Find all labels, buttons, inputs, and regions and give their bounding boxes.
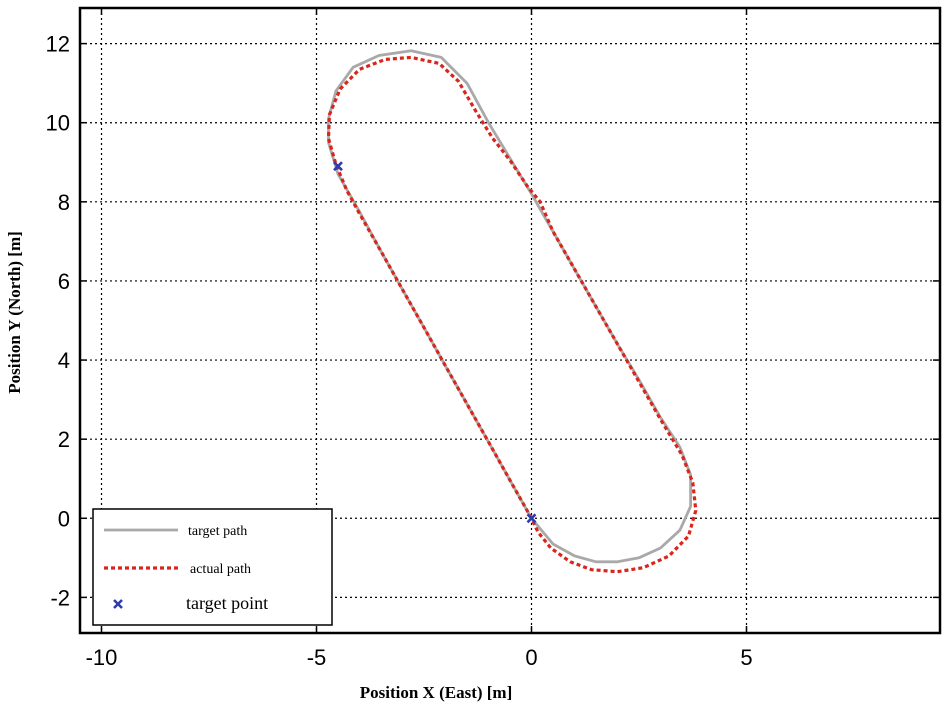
y-tick-label: 12 (46, 32, 70, 57)
y-tick-label: 2 (58, 427, 70, 452)
target-point-marker (526, 513, 537, 524)
y-axis-title: Position Y (North) [m] (5, 231, 24, 394)
y-tick-label: -2 (50, 585, 70, 610)
actual-path-line (326, 55, 698, 574)
axes-box (78, 6, 942, 635)
series-layer (326, 49, 698, 574)
x-tick-label: -10 (86, 645, 118, 670)
legend: target path actual path target point (92, 508, 333, 626)
legend-label: target path (188, 524, 247, 539)
x-axis-title: Position X (East) [m] (360, 683, 513, 702)
legend-label: target point (186, 593, 268, 613)
x-tick-label: 5 (740, 645, 752, 670)
y-tick-label: 8 (58, 190, 70, 215)
y-tick-label: 4 (58, 348, 70, 373)
y-tick-label: 6 (58, 269, 70, 294)
ticks (80, 8, 940, 633)
y-tick-label: 0 (58, 506, 70, 531)
x-tick-label: -5 (307, 645, 327, 670)
x-tick-label: 0 (525, 645, 537, 670)
target-point-marker (333, 161, 343, 172)
y-tick-label: 10 (46, 111, 70, 136)
legend-target-point-marker (113, 599, 123, 609)
legend-label: actual path (190, 562, 251, 577)
grid (80, 8, 940, 633)
target-path-line (327, 49, 692, 564)
tick-labels: -10 -5 0 5 -2 0 2 4 6 8 10 12 (46, 32, 753, 670)
